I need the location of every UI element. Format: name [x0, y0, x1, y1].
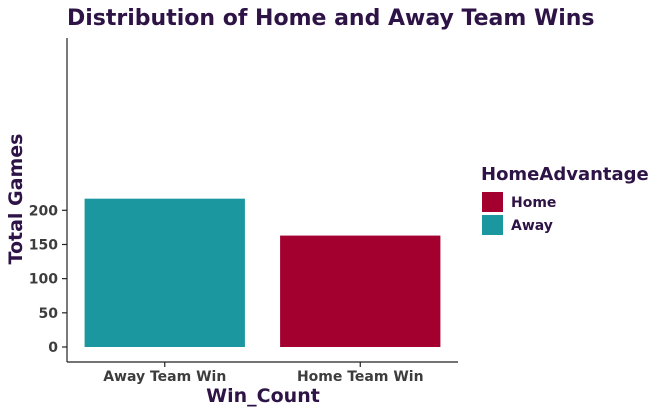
legend: HomeAdvantage Home Away: [481, 164, 649, 235]
legend-swatch-home: [482, 192, 503, 212]
y-tick-label: 50: [39, 306, 59, 322]
bars: [84, 198, 441, 347]
y-tick-label: 100: [29, 272, 58, 288]
x-tick-label: Away Team Win: [103, 369, 226, 385]
y-tick-label: 0: [48, 340, 58, 356]
x-axis-title: Win_Count: [206, 385, 320, 407]
chart-title: Distribution of Home and Away Team Wins: [67, 6, 595, 31]
y-tick-label: 200: [29, 203, 58, 219]
bar-home-team-win: [280, 235, 441, 347]
y-tick-label: 150: [29, 237, 58, 253]
x-axis: Away Team Win Home Team Win: [67, 361, 458, 385]
bar-away-team-win: [84, 198, 245, 347]
legend-swatch-away: [482, 215, 503, 235]
x-tick-label: Home Team Win: [297, 369, 424, 385]
y-axis: 0 50 100 150 200: [29, 38, 68, 362]
y-axis-title: Total Games: [5, 134, 27, 265]
legend-label-away: Away: [511, 218, 553, 234]
legend-title: HomeAdvantage: [481, 164, 649, 185]
legend-label-home: Home: [511, 195, 556, 211]
